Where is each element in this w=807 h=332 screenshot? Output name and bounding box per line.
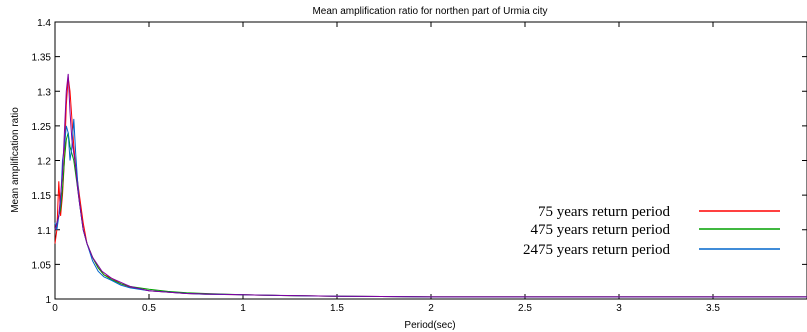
x-tick-label: 3: [616, 303, 622, 314]
x-tick-label: 2.5: [518, 303, 532, 314]
y-tick-label: 1.1: [37, 226, 51, 237]
axis-ticks: 0 0.5 1 1.5 2 2.5 3 3.5 1 1.05 1.1 1.15 1.2 1.25 1.3 1.…: [32, 18, 807, 314]
series-line: [54, 132, 807, 298]
x-axis-title: Period(sec): [404, 320, 455, 331]
y-tick-label: 1.2: [37, 157, 51, 168]
series-line: [54, 77, 807, 298]
x-tick-label: 1.5: [330, 303, 344, 314]
chart-title: Mean amplification ratio for northen par…: [312, 6, 547, 17]
x-tick-label: 0.5: [142, 303, 156, 314]
x-tick-label: 2: [428, 303, 434, 314]
legend-label: 475 years return period: [530, 222, 670, 238]
x-tick-label: 3.5: [706, 303, 720, 314]
y-tick-label: 1: [45, 295, 51, 306]
y-tick-label: 1.4: [37, 18, 51, 29]
y-axis-title: Mean amplification ratio: [10, 107, 21, 213]
legend-label: 2475 years return period: [523, 242, 671, 258]
series-line: [54, 73, 807, 298]
x-tick-label: 0: [52, 303, 58, 314]
legend-label: 75 years return period: [538, 204, 671, 220]
y-tick-label: 1.05: [32, 260, 52, 271]
y-tick-label: 1.25: [32, 122, 52, 133]
series-lines: [54, 73, 807, 298]
plot-area-frame: [54, 21, 807, 300]
y-tick-label: 1.35: [32, 53, 52, 64]
legend: 75 years return period 475 years return p…: [523, 204, 780, 258]
y-tick-label: 1.15: [32, 191, 52, 202]
x-tick-label: 1: [240, 303, 246, 314]
y-tick-label: 1.3: [37, 87, 51, 98]
series-line: [54, 118, 807, 298]
